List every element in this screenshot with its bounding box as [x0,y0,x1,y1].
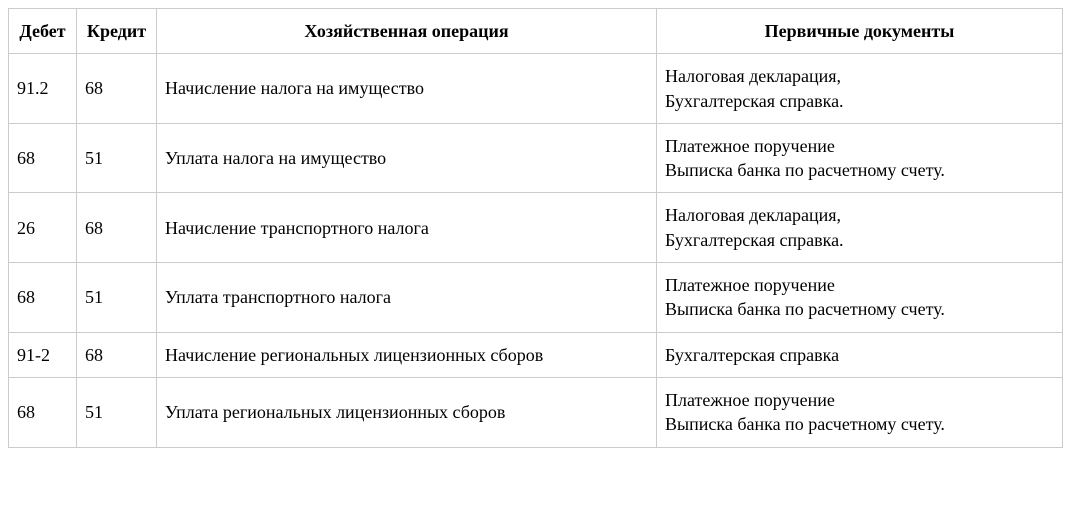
cell-credit: 68 [77,54,157,124]
header-operation: Хозяйственная операция [157,9,657,54]
cell-debit: 68 [9,123,77,193]
table-row: 91-268Начисление региональных лицензионн… [9,332,1063,377]
table-header-row: Дебет Кредит Хозяйственная операция Перв… [9,9,1063,54]
cell-debit: 91.2 [9,54,77,124]
accounting-table: Дебет Кредит Хозяйственная операция Перв… [8,8,1063,448]
table-row: 2668Начисление транспортного налогаНалог… [9,193,1063,263]
cell-operation: Уплата налога на имущество [157,123,657,193]
cell-credit: 68 [77,193,157,263]
cell-debit: 68 [9,377,77,447]
cell-debit: 91-2 [9,332,77,377]
cell-documents: Налоговая декларация,Бухгалтерская справ… [657,54,1063,124]
cell-debit: 68 [9,263,77,333]
cell-credit: 51 [77,123,157,193]
cell-credit: 68 [77,332,157,377]
table-row: 6851Уплата налога на имуществоПлатежное … [9,123,1063,193]
cell-credit: 51 [77,263,157,333]
cell-documents: Платежное поручениеВыписка банка по расч… [657,263,1063,333]
cell-debit: 26 [9,193,77,263]
cell-credit: 51 [77,377,157,447]
cell-documents: Платежное поручениеВыписка банка по расч… [657,123,1063,193]
cell-operation: Начисление региональных лицензионных сбо… [157,332,657,377]
cell-operation: Начисление налога на имущество [157,54,657,124]
table-row: 91.268Начисление налога на имуществоНало… [9,54,1063,124]
header-documents: Первичные документы [657,9,1063,54]
header-credit: Кредит [77,9,157,54]
cell-operation: Уплата транспортного налога [157,263,657,333]
table-row: 6851Уплата региональных лицензионных сбо… [9,377,1063,447]
table-body: 91.268Начисление налога на имуществоНало… [9,54,1063,447]
header-debit: Дебет [9,9,77,54]
cell-operation: Начисление транспортного налога [157,193,657,263]
cell-operation: Уплата региональных лицензионных сборов [157,377,657,447]
cell-documents: Платежное поручениеВыписка банка по расч… [657,377,1063,447]
cell-documents: Налоговая декларация,Бухгалтерская справ… [657,193,1063,263]
table-row: 6851Уплата транспортного налогаПлатежное… [9,263,1063,333]
cell-documents: Бухгалтерская справка [657,332,1063,377]
